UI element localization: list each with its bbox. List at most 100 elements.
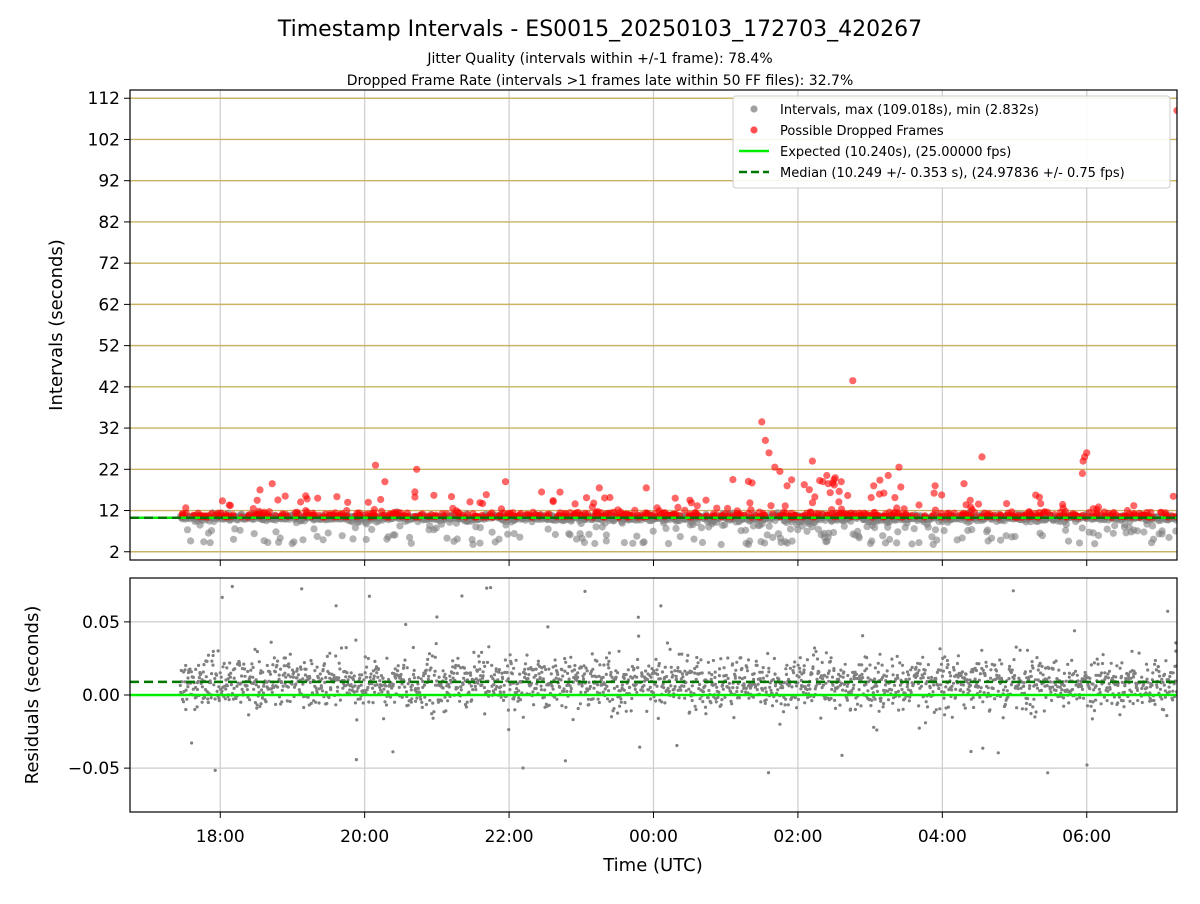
residual-point bbox=[784, 672, 789, 677]
dropped-frame-point bbox=[724, 504, 732, 512]
residual-point bbox=[1101, 653, 1105, 657]
residual-point bbox=[285, 699, 289, 703]
residual-point bbox=[480, 683, 484, 687]
residual-point bbox=[371, 669, 375, 673]
residual-point bbox=[216, 649, 220, 653]
residual-point bbox=[649, 697, 653, 701]
interval-point bbox=[879, 532, 887, 540]
residual-point bbox=[523, 662, 528, 666]
residual-point bbox=[1033, 715, 1037, 719]
residual-point bbox=[971, 696, 975, 700]
residual-point bbox=[410, 697, 414, 701]
residual-point bbox=[605, 684, 609, 689]
residual-point bbox=[939, 668, 943, 672]
residual-point bbox=[532, 668, 536, 672]
residual-point bbox=[619, 697, 623, 701]
residual-point bbox=[362, 678, 366, 682]
bottom-y-tick-label: −0.05 bbox=[68, 759, 120, 779]
residual-point bbox=[411, 672, 416, 677]
residual-point bbox=[1010, 668, 1014, 672]
residual-point bbox=[766, 651, 770, 656]
residual-point bbox=[579, 690, 583, 695]
residual-point bbox=[361, 701, 365, 705]
residual-point bbox=[1155, 683, 1159, 687]
residual-point bbox=[327, 671, 331, 676]
dropped-frame-point bbox=[447, 493, 456, 501]
dropped-frame-point bbox=[370, 505, 378, 514]
residual-point bbox=[532, 703, 536, 707]
residual-point bbox=[1089, 704, 1093, 708]
residual-point bbox=[476, 681, 480, 685]
residual-point bbox=[259, 702, 263, 706]
residual-point bbox=[560, 704, 564, 708]
x-tick-label: 04:00 bbox=[918, 827, 967, 847]
residual-point bbox=[229, 671, 233, 675]
residual-point bbox=[666, 686, 670, 691]
residual-point bbox=[729, 699, 733, 703]
residual-point bbox=[220, 595, 224, 600]
residual-point bbox=[547, 703, 551, 707]
residual-point bbox=[784, 697, 788, 701]
residual-point bbox=[882, 702, 886, 706]
dropped-frame-point bbox=[811, 493, 819, 501]
residual-point bbox=[297, 688, 301, 692]
residual-point bbox=[755, 688, 759, 692]
residual-point bbox=[353, 701, 357, 705]
residual-point bbox=[178, 683, 182, 688]
residual-point bbox=[391, 750, 395, 754]
residual-point bbox=[607, 651, 612, 655]
residual-point bbox=[641, 689, 645, 693]
residual-point bbox=[642, 684, 646, 688]
residual-point bbox=[211, 663, 215, 667]
residual-point bbox=[688, 710, 692, 714]
residual-point bbox=[576, 671, 580, 675]
residual-point bbox=[997, 674, 1001, 678]
residual-point bbox=[618, 689, 622, 693]
residual-point bbox=[404, 622, 408, 627]
interval-point bbox=[504, 530, 512, 538]
residual-point bbox=[742, 684, 746, 688]
residual-point bbox=[960, 670, 965, 674]
residual-point bbox=[747, 696, 751, 700]
residual-point bbox=[283, 671, 287, 675]
residual-point bbox=[829, 656, 833, 660]
dropped-frame-outlier bbox=[783, 482, 791, 490]
residual-point bbox=[211, 649, 215, 654]
residual-point bbox=[554, 676, 558, 680]
residual-point bbox=[494, 669, 498, 673]
residual-point bbox=[1056, 685, 1060, 689]
interval-point bbox=[840, 522, 848, 530]
residual-point bbox=[543, 688, 547, 692]
residual-point bbox=[923, 672, 927, 676]
residual-point bbox=[654, 657, 658, 662]
residual-point bbox=[363, 671, 367, 675]
residual-point bbox=[421, 679, 425, 684]
residual-point bbox=[228, 661, 232, 665]
residual-point bbox=[206, 697, 210, 701]
residual-point bbox=[609, 715, 614, 719]
residual-point bbox=[249, 668, 253, 672]
dropped-frame-outlier bbox=[1078, 469, 1086, 477]
residual-point bbox=[685, 659, 689, 663]
residual-point bbox=[609, 670, 613, 675]
residual-point bbox=[412, 668, 416, 673]
residual-point bbox=[792, 671, 796, 675]
residual-point bbox=[839, 668, 843, 672]
residual-point bbox=[596, 683, 600, 687]
residual-point bbox=[1017, 683, 1021, 687]
interval-point bbox=[1149, 535, 1158, 543]
residual-point bbox=[391, 682, 395, 686]
residual-point bbox=[628, 685, 632, 689]
residual-point bbox=[976, 684, 981, 688]
residual-point bbox=[529, 666, 533, 670]
residual-point bbox=[196, 679, 200, 683]
residual-point bbox=[945, 666, 949, 670]
residual-point bbox=[338, 698, 342, 702]
residual-point bbox=[246, 695, 250, 699]
residual-point bbox=[711, 658, 716, 663]
residual-point bbox=[817, 670, 821, 674]
residual-point bbox=[1118, 713, 1122, 717]
residual-point bbox=[767, 666, 771, 670]
residual-point bbox=[871, 691, 875, 695]
